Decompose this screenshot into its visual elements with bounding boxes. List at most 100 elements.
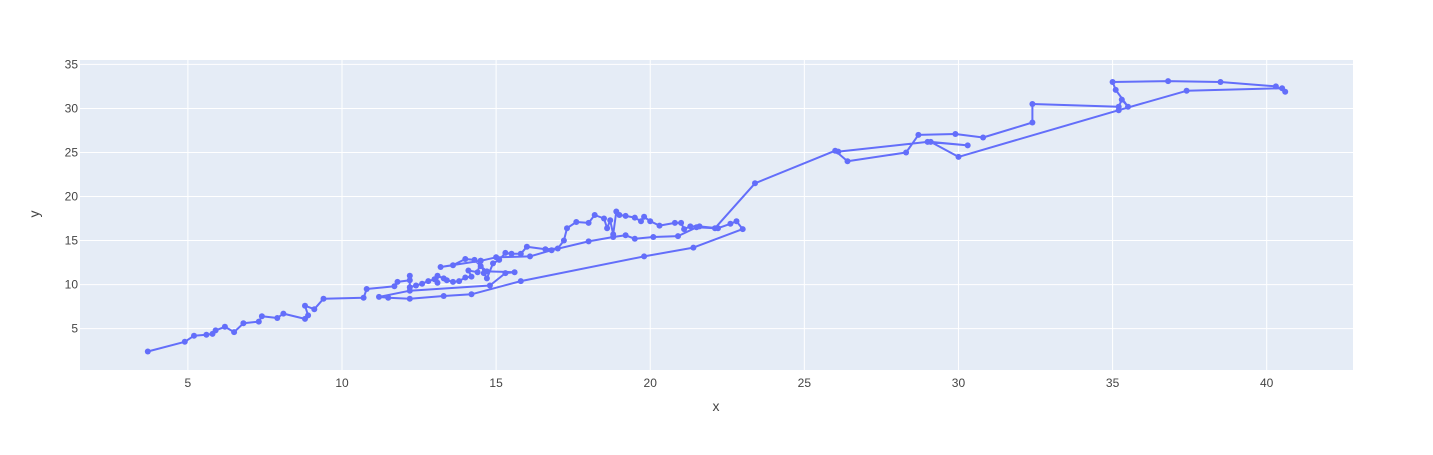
data-point [607,217,614,224]
data-point [440,293,447,299]
data-point [406,295,413,302]
data-point [483,268,490,275]
data-point [752,180,758,187]
data-point [462,256,469,262]
data-point [656,222,663,229]
data-point [474,269,481,276]
y-tick-label: 25 [65,145,79,159]
data-point [622,232,629,239]
y-gridlines [80,63,1353,330]
data-point [456,278,463,285]
data-point [493,254,500,261]
data-point [363,286,370,292]
data-point [490,260,496,267]
data-point [1125,103,1131,110]
data-point [641,213,648,220]
data-point [631,214,638,221]
data-point [638,218,644,225]
data-point [1272,83,1279,90]
y-tick-label: 10 [65,278,79,292]
data-point [181,338,188,345]
data-point [255,318,262,325]
data-point [712,225,718,232]
data-point [450,278,456,285]
data-point [690,244,697,251]
data-point [311,306,318,313]
data-point [733,218,740,225]
data-point [231,329,238,336]
data-point [425,278,432,285]
data-point [641,253,648,260]
data-point [585,219,592,226]
data-point [1112,86,1119,93]
data-point [240,320,247,327]
x-tick-label: 20 [644,376,658,390]
data-point [564,225,570,232]
data-point [1029,119,1036,126]
data-point [274,315,281,321]
data-point [1279,85,1286,92]
data-point [221,323,228,330]
data-point [604,225,611,232]
data-point [305,312,312,319]
data-point [693,224,700,231]
data-point [191,332,197,339]
data-point [502,249,509,256]
data-point [360,294,367,301]
data-point [385,294,392,301]
data-point [450,262,456,269]
data-point [394,278,401,285]
data-point [1118,96,1125,103]
data-point [502,270,509,277]
data-point [144,348,151,355]
data-point [542,246,549,253]
data-point [622,212,629,219]
data-point [1115,107,1122,114]
data-point [511,269,518,276]
data-point [391,283,398,290]
data-point [517,250,524,257]
data-point [258,313,265,320]
data-point [671,219,678,226]
x-tick-label: 5 [185,376,192,390]
data-point [915,131,922,138]
data-point [443,277,450,284]
data-point [955,153,962,160]
data-point [1029,101,1036,107]
x-axis-title: x [713,398,720,414]
y-tick-labels: 5 10 15 20 25 30 35 [65,57,79,335]
data-point [477,257,484,264]
data-point [477,263,484,270]
y-tick-label: 30 [65,101,79,115]
data-point [631,235,638,242]
x-tick-label: 25 [798,376,812,390]
data-point [616,212,623,218]
data-point [1217,79,1224,85]
data-point [591,212,598,218]
x-tick-labels: 5 10 15 20 25 30 35 40 [185,376,1274,390]
data-point [739,226,746,233]
data-point [675,233,681,240]
data-point [483,275,490,282]
data-point [486,282,493,289]
data-point [434,279,441,286]
data-point [302,302,308,309]
data-point [844,158,851,165]
data-point [406,287,413,294]
data-point [376,293,382,300]
data-point [727,220,734,227]
data-point [952,131,959,137]
data-point [554,245,561,252]
data-point [462,274,469,281]
data-point [560,237,567,244]
y-tick-label: 35 [65,57,79,71]
data-point [980,134,987,141]
data-point [548,247,555,254]
data-point [471,256,478,263]
data-point [573,219,580,225]
x-tick-label: 35 [1106,376,1120,390]
data-point [413,282,419,289]
data-point [601,215,607,222]
x-tick-label: 30 [952,376,966,390]
